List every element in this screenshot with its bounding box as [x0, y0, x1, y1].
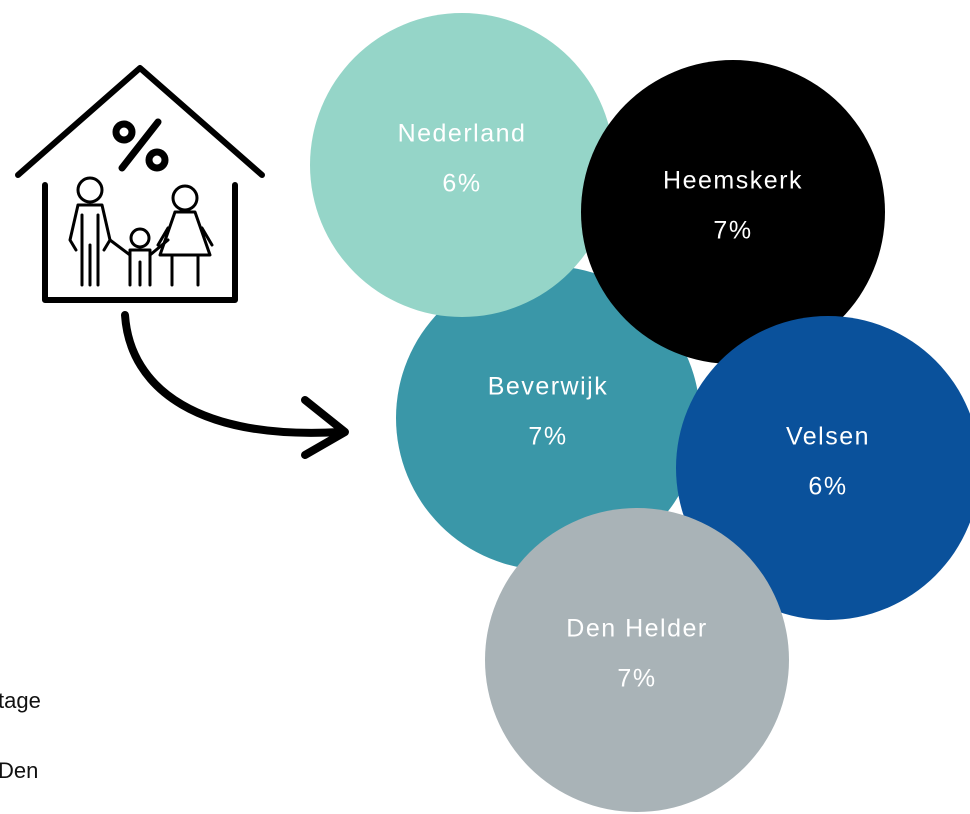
bubble-label: Velsen	[786, 423, 870, 451]
bubble	[310, 13, 614, 317]
bubble-value: 7%	[528, 423, 567, 451]
bubble	[676, 316, 970, 620]
side-text: tage	[0, 688, 41, 713]
bubble	[396, 266, 700, 570]
bubble-label: Den Helder	[566, 615, 707, 643]
bubble	[581, 60, 885, 364]
bubble-value: 6%	[442, 170, 481, 198]
bubble	[485, 508, 789, 812]
bubble-label: Heemskerk	[663, 167, 803, 195]
arrow	[121, 311, 349, 459]
bubble-value: 6%	[808, 473, 847, 501]
bubble-value: 7%	[713, 217, 752, 245]
bubble-value: 7%	[617, 665, 656, 693]
bubble-label: Beverwijk	[488, 373, 608, 401]
house-icon	[15, 65, 265, 303]
bubble-label: Nederland	[398, 120, 527, 148]
bubbles: Beverwijk 7% Nederland 6% Heemskerk 7% Velsen 6…	[310, 13, 970, 812]
side-text: Den	[0, 758, 38, 783]
